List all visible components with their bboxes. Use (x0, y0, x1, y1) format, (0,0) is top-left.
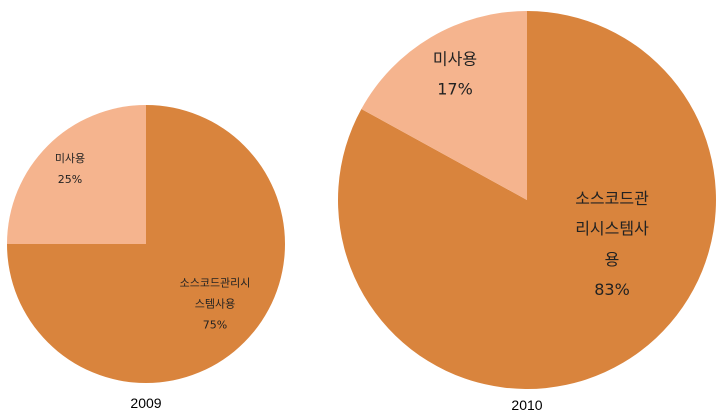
pie-slice (337, 11, 716, 389)
value-label: 83% (594, 280, 630, 300)
value-label: 17% (437, 80, 473, 99)
value-label: 25% (57, 173, 83, 186)
slice-label: 소스코드관리시스템사용 83% (570, 184, 653, 306)
chart-title: 2009 (130, 395, 162, 411)
category-label: 소스코드관리시스템사용 (575, 189, 649, 269)
slice-label: 미사용 17% (423, 45, 487, 106)
pie-slice (361, 11, 527, 200)
category-label: 미사용 (54, 152, 86, 166)
pie-slice (7, 105, 146, 244)
slice-label: 미사용 25% (48, 149, 92, 191)
slice-label: 소스코드관리시스템사용 75% (177, 274, 254, 337)
chart-title: 2010 (511, 397, 543, 413)
value-label: 75% (202, 318, 228, 332)
category-label: 미사용 (432, 49, 478, 69)
category-label: 소스코드관리시스템사용 (179, 276, 251, 311)
